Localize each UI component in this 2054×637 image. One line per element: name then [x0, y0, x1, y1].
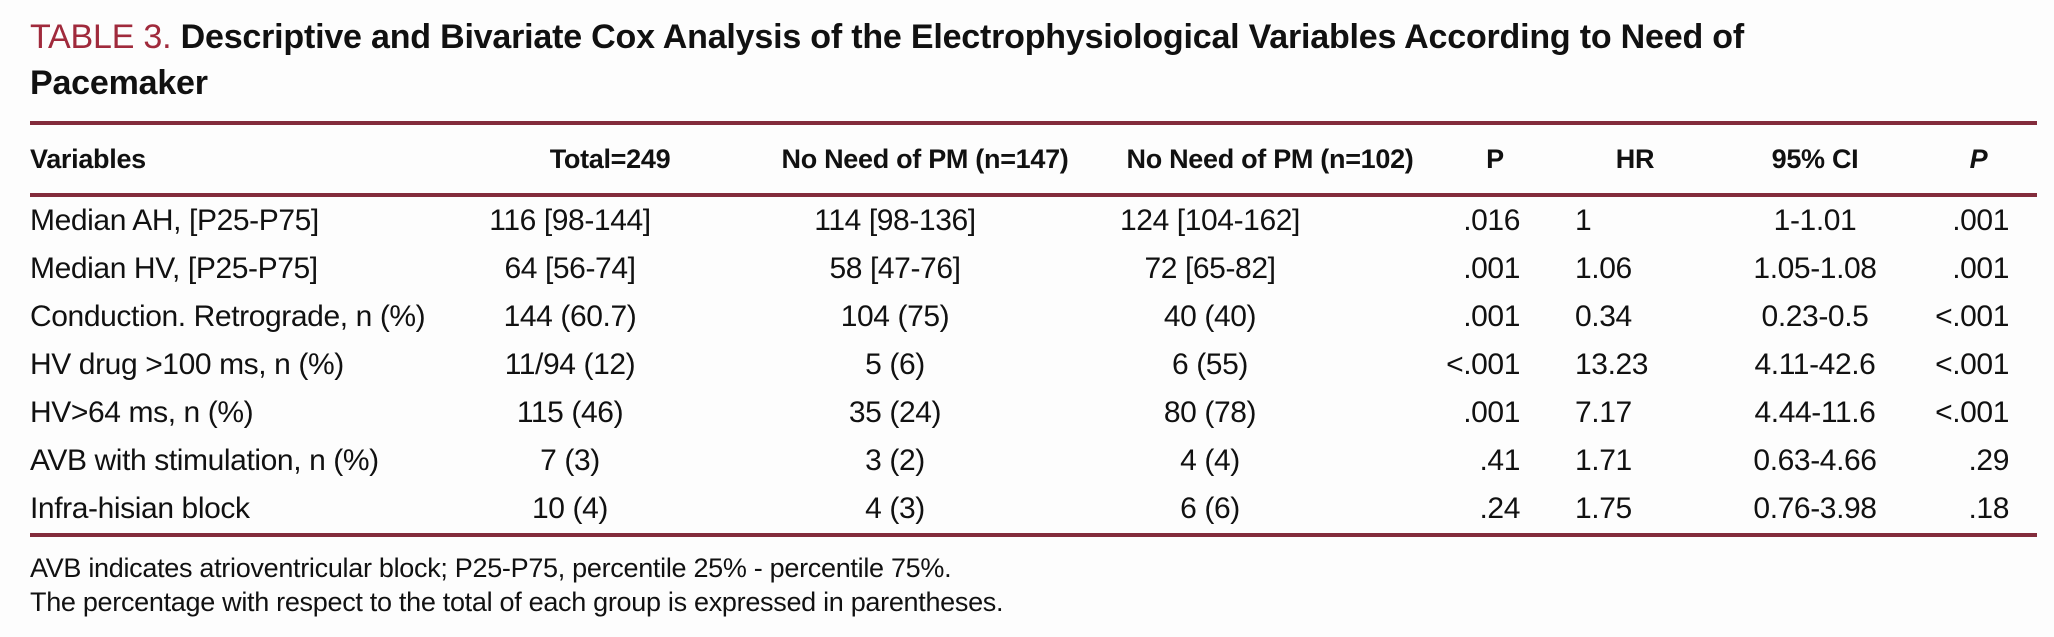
table-cell: 13.23 [1575, 348, 1649, 381]
table-cell: 72 [65-82] [1144, 252, 1276, 285]
table-row-hv-64ms: HV>64 ms, n (%) 115 (46) 35 (24) 80 (78)… [30, 389, 2037, 437]
table-cell: <.001 [1446, 348, 1520, 381]
table-cell: 144 (60.7) [503, 300, 637, 333]
table-cell: Median HV, [P25-P75] [30, 252, 318, 285]
table-cell: Infra-hisian block [30, 492, 250, 525]
table-cell: 40 (40) [1163, 300, 1257, 333]
table-cell: 0.63-4.66 [1753, 444, 1877, 477]
table-cell: 104 (75) [840, 300, 950, 333]
table-cell: 114 [98-136] [814, 204, 976, 237]
table-cell: 0.34 [1575, 300, 1632, 333]
table-cell: 1.71 [1575, 444, 1632, 477]
table-cell: .24 [1479, 492, 1520, 525]
header-row: Variables Total=249 No Need of PM (n=147… [30, 123, 2037, 197]
table-cell: 35 (24) [848, 396, 942, 429]
table-row-avb-stimulation: AVB with stimulation, n (%) 7 (3) 3 (2) … [30, 437, 2037, 485]
table-cell: 1.05-1.08 [1753, 252, 1877, 285]
table-cell: 64 [56-74] [504, 252, 636, 285]
column-header-95ci: 95% CI [1710, 123, 1920, 197]
table-cell: 10 (4) [532, 492, 608, 525]
table-header: Variables Total=249 No Need of PM (n=147… [30, 123, 2037, 197]
cox-analysis-table: Variables Total=249 No Need of PM (n=147… [30, 121, 2037, 537]
column-header-p: P [1430, 123, 1560, 197]
table-row-median-ah: Median AH, [P25-P75] 116 [98-144] 114 [9… [30, 195, 2037, 245]
table-cell: 6 (6) [1180, 492, 1240, 525]
table-footnotes: AVB indicates atrioventricular block; P2… [30, 551, 2024, 619]
table-cell: .29 [1968, 444, 2009, 477]
table-cell: .001 [1952, 252, 2009, 285]
table-cell: .41 [1479, 444, 1520, 477]
table-cell: 4 (3) [865, 492, 925, 525]
table-cell: 1 [1575, 204, 1592, 237]
table-cell: 7 (3) [540, 444, 600, 477]
column-header-no-need-pm-102: No Need of PM (n=102) [1110, 123, 1430, 197]
column-header-total: Total=249 [480, 123, 740, 197]
table-cell: <.001 [1935, 396, 2009, 429]
column-header-p-multivariate: P [1920, 123, 2037, 197]
table-cell: .001 [1463, 300, 1520, 333]
table-cell: .001 [1952, 204, 2009, 237]
table-number-label: TABLE 3. [30, 18, 172, 56]
table-cell: .016 [1463, 204, 1520, 237]
table-cell: 4.11-42.6 [1754, 348, 1876, 381]
table-cell: HV>64 ms, n (%) [30, 396, 254, 429]
column-header-no-need-pm-147: No Need of PM (n=147) [740, 123, 1110, 197]
table-cell: 0.76-3.98 [1753, 492, 1877, 525]
table-cell: 4 (4) [1180, 444, 1240, 477]
table-cell: <.001 [1935, 348, 2009, 381]
table-cell: HV drug >100 ms, n (%) [30, 348, 344, 381]
footnote-line: AVB indicates atrioventricular block; P2… [30, 553, 952, 583]
table-title-text: Descriptive and Bivariate Cox Analysis o… [30, 18, 1744, 102]
table-cell: <.001 [1935, 300, 2009, 333]
table-cell: Median AH, [P25-P75] [30, 204, 319, 237]
table-cell: AVB with stimulation, n (%) [30, 444, 379, 477]
table-cell: 6 (55) [1172, 348, 1248, 381]
table-cell: .18 [1968, 492, 2009, 525]
table-cell: 116 [98-144] [489, 204, 651, 237]
table-row-median-hv: Median HV, [P25-P75] 64 [56-74] 58 [47-7… [30, 245, 2037, 293]
table-row-conduction-retrograde: Conduction. Retrograde, n (%) 144 (60.7)… [30, 293, 2037, 341]
page-title: TABLE 3. Descriptive and Bivariate Cox A… [30, 14, 1930, 106]
table-cell: 115 (46) [516, 396, 624, 429]
table-cell: 1.06 [1575, 252, 1632, 285]
table-cell: 58 [47-76] [829, 252, 961, 285]
column-header-variables: Variables [30, 123, 480, 197]
column-header-hr: HR [1560, 123, 1710, 197]
table-cell: 1.75 [1575, 492, 1632, 525]
table-row-hv-drug: HV drug >100 ms, n (%) 11/94 (12) 5 (6) … [30, 341, 2037, 389]
table-cell: Conduction. Retrograde, n (%) [30, 300, 426, 333]
table-cell: 7.17 [1575, 396, 1632, 429]
table-cell: 4.44-11.6 [1754, 396, 1876, 429]
table-cell: 80 (78) [1163, 396, 1257, 429]
table-body: Median AH, [P25-P75] 116 [98-144] 114 [9… [30, 195, 2037, 535]
table-cell: 124 [104-162] [1120, 204, 1300, 237]
table-row-infra-hisian: Infra-hisian block 10 (4) 4 (3) 6 (6) .2… [30, 485, 2037, 535]
table-cell: .001 [1463, 252, 1520, 285]
table-cell: .001 [1463, 396, 1520, 429]
table-cell: 1-1.01 [1773, 204, 1857, 237]
footnote-line: The percentage with respect to the total… [30, 587, 1004, 617]
table-cell: 11/94 (12) [504, 348, 636, 381]
table-cell: 3 (2) [865, 444, 925, 477]
table-cell: 5 (6) [865, 348, 925, 381]
table-cell: 0.23-0.5 [1761, 300, 1869, 333]
